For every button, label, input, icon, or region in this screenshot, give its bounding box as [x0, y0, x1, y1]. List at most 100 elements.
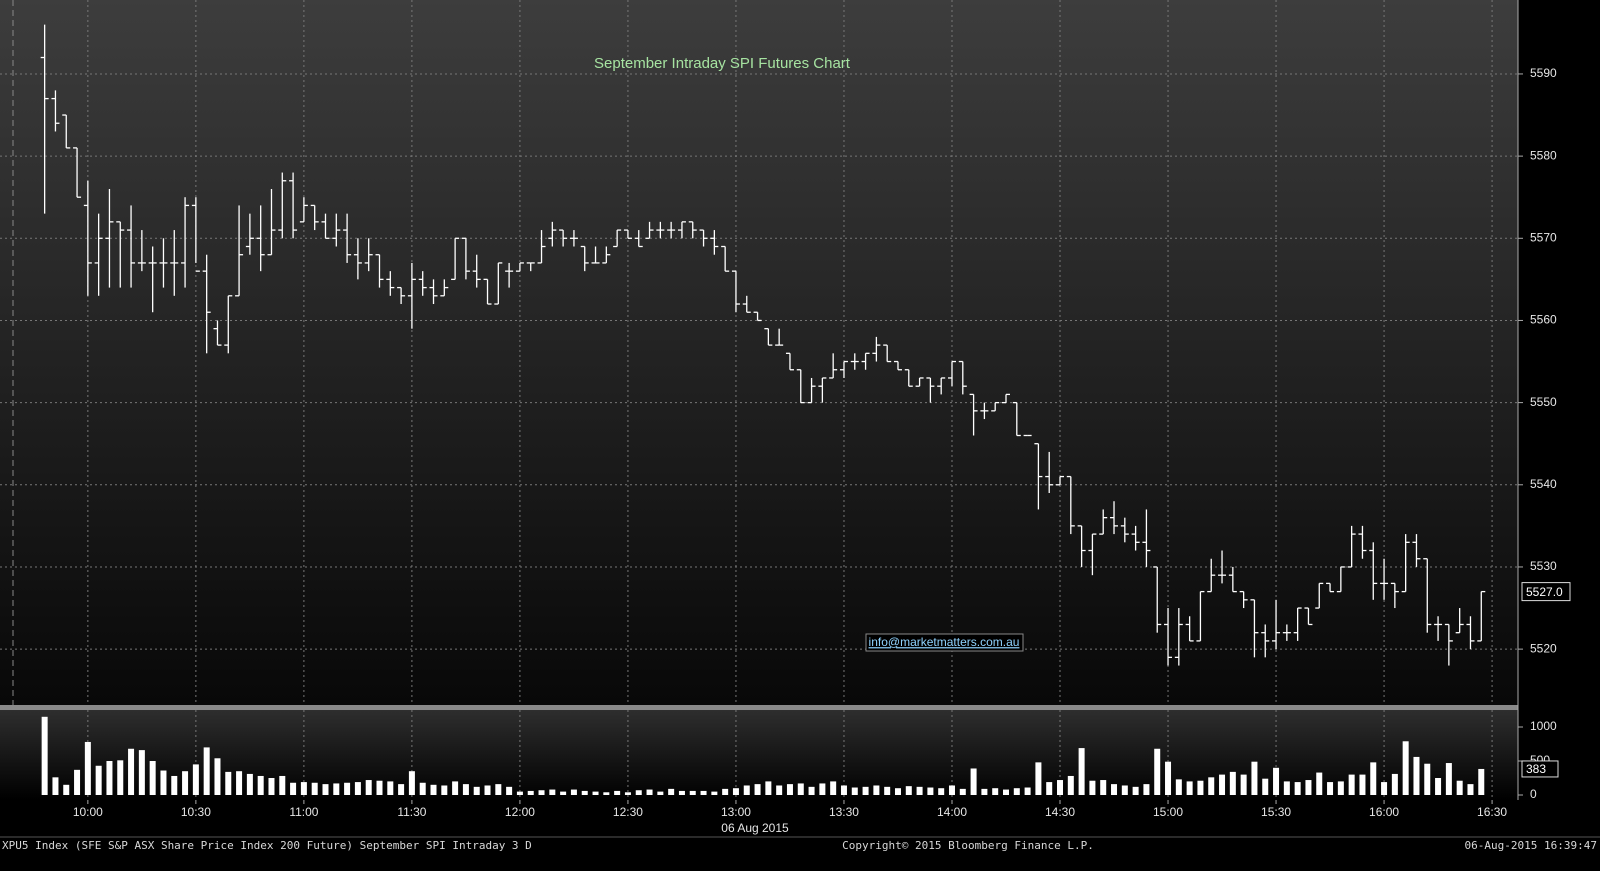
volume-bar: [1186, 781, 1193, 796]
panel-separator: [0, 705, 1518, 710]
volume-bar: [192, 764, 199, 796]
y-tick-label: 5520: [1530, 641, 1557, 655]
volume-bar: [668, 788, 675, 796]
volume-bar: [1002, 789, 1009, 796]
volume-bar: [1143, 784, 1150, 796]
volume-bar: [138, 750, 145, 796]
volume-bar: [484, 785, 491, 796]
volume-y-tick-label: 0: [1530, 787, 1537, 801]
x-date-label: 06 Aug 2015: [721, 821, 789, 835]
volume-bar: [214, 758, 221, 796]
footer-left: XPU5 Index (SFE S&P ASX Share Price Inde…: [2, 839, 532, 852]
volume-bar: [441, 785, 448, 796]
volume-bar: [95, 765, 102, 796]
x-tick-label: 12:00: [505, 805, 535, 819]
volume-bar: [290, 782, 297, 796]
volume-bar: [257, 775, 264, 796]
volume-bar: [408, 771, 415, 796]
volume-bar: [322, 784, 329, 796]
volume-bar: [711, 791, 718, 796]
volume-bar: [1078, 748, 1085, 796]
volume-bar: [344, 782, 351, 796]
volume-bar: [128, 748, 135, 796]
volume-bar: [1370, 762, 1377, 796]
last-volume-tag: [1521, 760, 1559, 778]
volume-bar: [246, 773, 253, 796]
volume-bar: [797, 783, 804, 796]
volume-bar: [830, 781, 837, 796]
last-volume-label: 383: [1526, 762, 1546, 776]
volume-bar: [84, 741, 91, 796]
volume-bar: [1316, 772, 1323, 796]
volume-bar: [894, 788, 901, 796]
volume-bar: [41, 716, 48, 796]
last-price-tag: [1521, 582, 1571, 602]
volume-bar: [419, 782, 426, 796]
volume-bar: [1057, 780, 1064, 796]
volume-bar: [657, 791, 664, 796]
volume-bar: [1359, 774, 1366, 796]
x-tick-label: 13:00: [721, 805, 751, 819]
volume-bar: [279, 775, 286, 796]
volume-bar: [1219, 774, 1226, 796]
volume-bar: [592, 791, 599, 796]
volume-bar: [203, 747, 210, 796]
x-tick-label: 16:30: [1477, 805, 1507, 819]
volume-bar: [603, 792, 610, 796]
volume-bar: [268, 778, 275, 796]
y-tick-label: 5580: [1530, 148, 1557, 162]
volume-bar: [927, 787, 934, 796]
volume-bar: [182, 771, 189, 796]
volume-bar: [506, 786, 513, 796]
volume-bar: [333, 783, 340, 796]
volume-bar: [1100, 780, 1107, 796]
volume-bar: [624, 792, 631, 796]
volume-bar: [1445, 763, 1452, 796]
volume-bar: [776, 785, 783, 796]
volume-bar: [646, 789, 653, 796]
volume-bar: [106, 761, 113, 796]
volume-bar: [786, 784, 793, 796]
y-tick-label: 5550: [1530, 395, 1557, 409]
volume-bar: [1208, 777, 1215, 796]
x-tick-label: 11:00: [289, 805, 318, 819]
volume-bar: [1402, 741, 1409, 796]
volume-bar: [916, 786, 923, 796]
x-tick-label: 15:30: [1261, 805, 1291, 819]
volume-bar: [225, 771, 232, 796]
y-tick-label: 5590: [1530, 66, 1557, 80]
footer-right: 06-Aug-2015 16:39:47: [1465, 839, 1597, 852]
volume-bar: [1283, 781, 1290, 796]
x-tick-label: 12:30: [613, 805, 643, 819]
volume-bar: [549, 789, 556, 796]
volume-bar: [516, 791, 523, 796]
x-tick-label: 14:00: [937, 805, 967, 819]
volume-bar: [884, 786, 891, 796]
volume-bar: [635, 790, 642, 796]
volume-bar: [1294, 782, 1301, 796]
y-tick-label: 5560: [1530, 313, 1557, 327]
volume-bar: [689, 790, 696, 796]
volume-bar: [1337, 781, 1344, 796]
volume-bar: [1165, 761, 1172, 796]
volume-bar: [387, 781, 394, 796]
volume-bar: [311, 782, 318, 796]
volume-bar: [430, 784, 437, 796]
volume-bar: [840, 785, 847, 796]
volume-bar: [678, 790, 685, 796]
volume-bar: [149, 761, 156, 796]
volume-bar: [1229, 771, 1236, 796]
volume-bar: [452, 781, 459, 796]
annotation-box: [865, 633, 1024, 652]
volume-bar: [1381, 782, 1388, 796]
volume-bar: [1175, 779, 1182, 796]
volume-bar: [1467, 784, 1474, 796]
volume-bar: [1391, 773, 1398, 796]
volume-bar: [1046, 782, 1053, 796]
volume-bar: [1327, 782, 1334, 796]
volume-bar: [1456, 780, 1463, 796]
volume-bar: [873, 785, 880, 796]
volume-bar: [732, 788, 739, 796]
